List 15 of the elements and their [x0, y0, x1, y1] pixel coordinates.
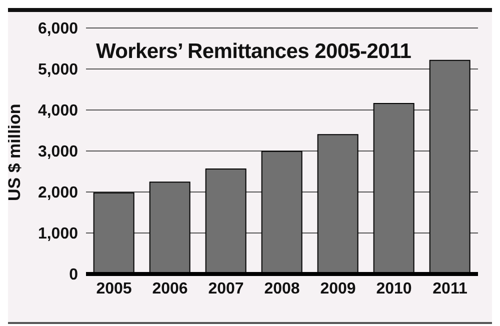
y-tick-label: 5,000: [38, 62, 78, 79]
x-tick-label: 2010: [376, 280, 412, 298]
y-tick-label: 1,000: [38, 226, 78, 243]
x-tick-label: 2011: [432, 280, 468, 298]
x-tick-label: 2008: [264, 280, 300, 298]
x-tick-label: 2006: [152, 280, 188, 298]
y-tick-label: 0: [69, 266, 78, 284]
x-tick-label: 2009: [320, 280, 356, 298]
y-tick-label: 3,000: [38, 144, 78, 161]
text: Workers’ Remittances 2005-2011: [92, 40, 416, 64]
y-tick-label: 6,000: [38, 20, 78, 38]
x-tick-label: 2005: [96, 280, 132, 298]
y-tick-label: 4,000: [38, 102, 78, 120]
y-tick-label: 2,000: [38, 184, 78, 202]
x-tick-label: 2007: [208, 280, 244, 298]
